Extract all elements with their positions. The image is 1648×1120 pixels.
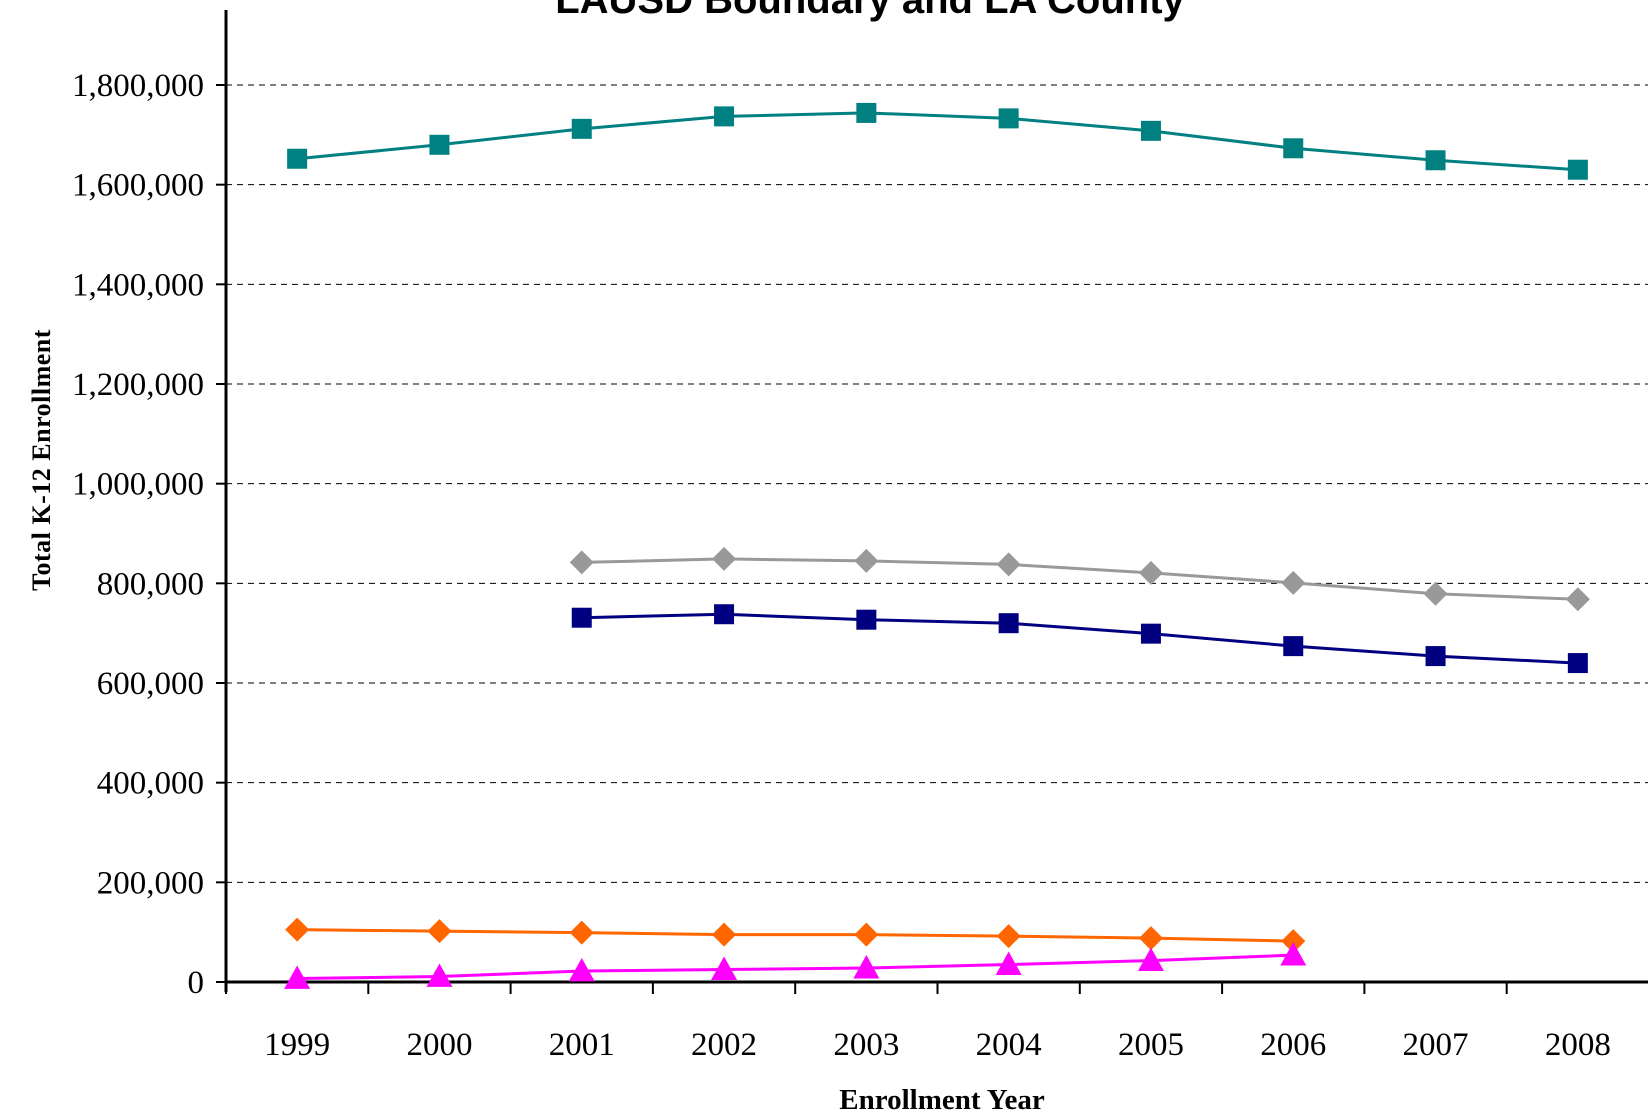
data-point (712, 922, 737, 947)
series-2 (571, 604, 1588, 674)
x-tick-label: 2006 (1260, 1027, 1326, 1063)
data-point (996, 552, 1021, 577)
data-point (854, 548, 879, 573)
data-point (568, 958, 595, 982)
data-point (1283, 138, 1304, 159)
y-tick-label: 400,000 (97, 766, 204, 802)
data-point (1138, 560, 1163, 585)
data-point (998, 108, 1019, 129)
series-line (297, 953, 1294, 981)
data-point (1137, 947, 1164, 971)
data-point (711, 956, 738, 980)
data-point (569, 550, 594, 575)
x-tick-label: 2003 (833, 1027, 899, 1063)
x-tick-label: 2005 (1118, 1027, 1184, 1063)
chart-title: LAUSD Boundary and LA County (555, 0, 1185, 22)
data-point (429, 134, 450, 155)
data-point (1425, 150, 1446, 171)
data-point (284, 965, 311, 989)
data-point (1425, 646, 1446, 667)
data-point (426, 963, 453, 987)
series-0 (287, 102, 1588, 180)
x-tick-label: 2000 (406, 1027, 472, 1063)
y-tick-label: 600,000 (97, 666, 204, 702)
x-tick-label: 2002 (691, 1027, 757, 1063)
data-point (1565, 587, 1590, 612)
data-point (1567, 159, 1588, 180)
x-axis-title: Enrollment Year (839, 1084, 1045, 1116)
data-series (284, 102, 1590, 989)
y-tick-label: 1,800,000 (72, 68, 204, 104)
data-point (995, 951, 1022, 975)
y-tick-label: 800,000 (97, 566, 204, 602)
series-4 (284, 942, 1307, 989)
data-point (998, 613, 1019, 634)
axes (216, 10, 1648, 994)
data-point (856, 102, 877, 123)
y-tick-label: 200,000 (97, 865, 204, 901)
y-axis-tick-labels: 0 200,000 400,000 600,000 800,000 1,000,000 1,… (72, 68, 204, 1001)
data-point (714, 604, 735, 625)
data-point (1280, 942, 1307, 966)
data-point (1567, 653, 1588, 674)
y-tick-label: 1,200,000 (72, 367, 204, 403)
data-point (996, 924, 1021, 949)
data-point (856, 609, 877, 630)
data-point (427, 919, 452, 944)
x-tick-label: 2007 (1403, 1027, 1469, 1063)
data-point (1140, 120, 1161, 141)
data-point (287, 148, 308, 169)
series-line (581, 612, 1578, 665)
data-point (571, 118, 592, 139)
data-point (714, 106, 735, 127)
x-tick-label: 2001 (549, 1027, 615, 1063)
data-point (1138, 926, 1163, 951)
x-tick-label: 2004 (976, 1027, 1042, 1063)
data-point (853, 955, 880, 979)
x-tick-label: 1999 (264, 1027, 330, 1063)
gridlines (226, 84, 1648, 883)
series-line (297, 928, 1294, 943)
series-line (297, 111, 1578, 172)
data-point (285, 917, 310, 942)
data-point (1281, 929, 1306, 954)
data-point (1281, 570, 1306, 595)
y-tick-label: 1,600,000 (72, 168, 204, 204)
data-point (571, 607, 592, 628)
data-point (569, 920, 594, 945)
series-3 (285, 917, 1306, 954)
y-tick-label: 0 (188, 965, 205, 1001)
data-point (1423, 581, 1448, 606)
data-point (854, 922, 879, 947)
data-point (1283, 636, 1304, 657)
y-tick-label: 1,000,000 (72, 467, 204, 503)
data-point (1140, 623, 1161, 644)
series-1 (569, 546, 1590, 612)
x-tick-label: 2008 (1545, 1027, 1611, 1063)
series-line (581, 557, 1578, 601)
y-axis-title: Total K-12 Enrollment (27, 329, 56, 591)
y-tick-label: 1,400,000 (72, 267, 204, 303)
data-point (712, 546, 737, 571)
x-axis-tick-labels: 1999 2000 2001 2002 2003 2004 2005 2006 2007 2008 (264, 1027, 1611, 1063)
